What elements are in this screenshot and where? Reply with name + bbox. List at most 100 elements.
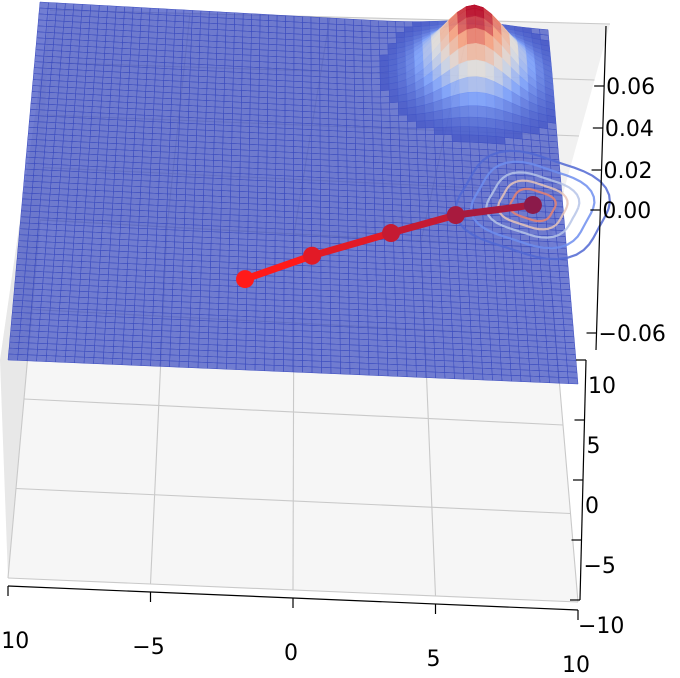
surface-facet — [95, 184, 106, 192]
surface-facet — [201, 248, 212, 256]
surface-facet — [47, 217, 58, 225]
surface-facet — [123, 334, 134, 342]
surface-facet — [559, 277, 570, 284]
surface-facet — [358, 338, 369, 346]
surface-facet — [74, 99, 85, 107]
surface-facet — [329, 266, 340, 274]
surface-facet — [451, 313, 462, 321]
surface-facet — [274, 222, 285, 230]
surface-facet — [497, 309, 508, 317]
surface-facet — [372, 108, 382, 116]
surface-facet — [347, 202, 357, 210]
surface-facet — [227, 315, 238, 323]
surface-facet — [390, 151, 401, 159]
surface-facet — [48, 319, 59, 327]
surface-facet — [311, 271, 322, 279]
surface-facet — [179, 343, 190, 351]
surface-facet — [83, 219, 94, 227]
surface-facet — [347, 214, 358, 221]
surface-facet — [180, 301, 192, 309]
surface-facet — [415, 365, 427, 372]
path-segment — [241, 252, 316, 283]
surface-facet — [57, 92, 68, 100]
surface-facet — [113, 41, 123, 49]
surface-facet — [302, 28, 312, 35]
surface-facet — [486, 273, 497, 281]
surface-facet — [256, 251, 267, 259]
surface-facet — [55, 14, 65, 22]
surface-facet — [47, 331, 58, 339]
surface-facet — [40, 187, 51, 195]
surface-facet — [543, 305, 554, 313]
surface-facet — [197, 87, 208, 95]
surface-facet — [172, 289, 183, 297]
surface-facet — [421, 270, 432, 278]
surface-facet — [417, 170, 428, 178]
surface-facet — [530, 133, 541, 141]
surface-facet — [258, 73, 269, 81]
surface-facet — [231, 143, 241, 151]
surface-facet — [211, 213, 222, 221]
surface-facet — [162, 92, 173, 99]
surface-facet — [319, 29, 329, 36]
surface-facet — [201, 231, 212, 238]
surface-facet — [462, 166, 472, 174]
surface-facet — [114, 23, 124, 31]
surface-facet — [503, 120, 514, 132]
surface-facet — [283, 312, 294, 319]
surface-facet — [499, 351, 511, 358]
surface-facet — [157, 199, 168, 207]
surface-facet — [47, 110, 57, 117]
surface-facet — [435, 371, 446, 379]
surface-facet — [31, 294, 43, 302]
surface-facet — [129, 209, 140, 217]
surface-facet — [142, 317, 153, 325]
surface-facet — [8, 341, 20, 349]
surface-facet — [167, 181, 178, 189]
surface-facet — [516, 316, 527, 324]
surface-facet — [348, 320, 359, 328]
surface-facet — [89, 142, 99, 149]
surface-facet — [209, 296, 220, 304]
surface-facet — [354, 113, 365, 121]
surface-facet — [148, 192, 159, 200]
surface-facet — [220, 208, 231, 215]
surface-facet — [339, 272, 349, 280]
surface-facet — [274, 252, 285, 260]
surface-facet — [310, 58, 320, 66]
surface-facet — [224, 47, 235, 55]
surface-facet — [37, 121, 48, 129]
surface-facet — [40, 85, 51, 93]
surface-facet — [120, 209, 131, 217]
surface-facet — [394, 269, 405, 277]
surface-facet — [169, 360, 180, 368]
surface-facet — [176, 182, 187, 190]
surface-facet — [384, 263, 395, 271]
surface-facet — [131, 353, 142, 360]
surface-facet — [97, 297, 108, 305]
surface-facet — [562, 318, 574, 326]
surface-facet — [347, 208, 357, 216]
surface-facet — [201, 242, 212, 250]
surface-facet — [346, 172, 357, 180]
surface-facet — [337, 106, 347, 114]
surface-facet — [228, 262, 239, 269]
surface-facet — [448, 248, 459, 256]
surface-facet — [194, 183, 205, 190]
surface-facet — [179, 116, 189, 124]
surface-facet — [266, 174, 276, 182]
surface-facet — [60, 170, 71, 178]
surface-facet — [417, 152, 427, 160]
surface-facet — [81, 123, 92, 131]
surface-facet — [221, 172, 232, 180]
surface-facet — [154, 270, 165, 278]
surface-facet — [405, 346, 416, 354]
surface-facet — [475, 249, 486, 257]
surface-facet — [220, 202, 231, 210]
surface-facet — [180, 87, 190, 94]
surface-facet — [145, 85, 155, 93]
surface-facet — [256, 239, 267, 247]
surface-facet — [449, 272, 460, 279]
surface-facet — [32, 181, 43, 189]
surface-facet — [187, 117, 198, 125]
